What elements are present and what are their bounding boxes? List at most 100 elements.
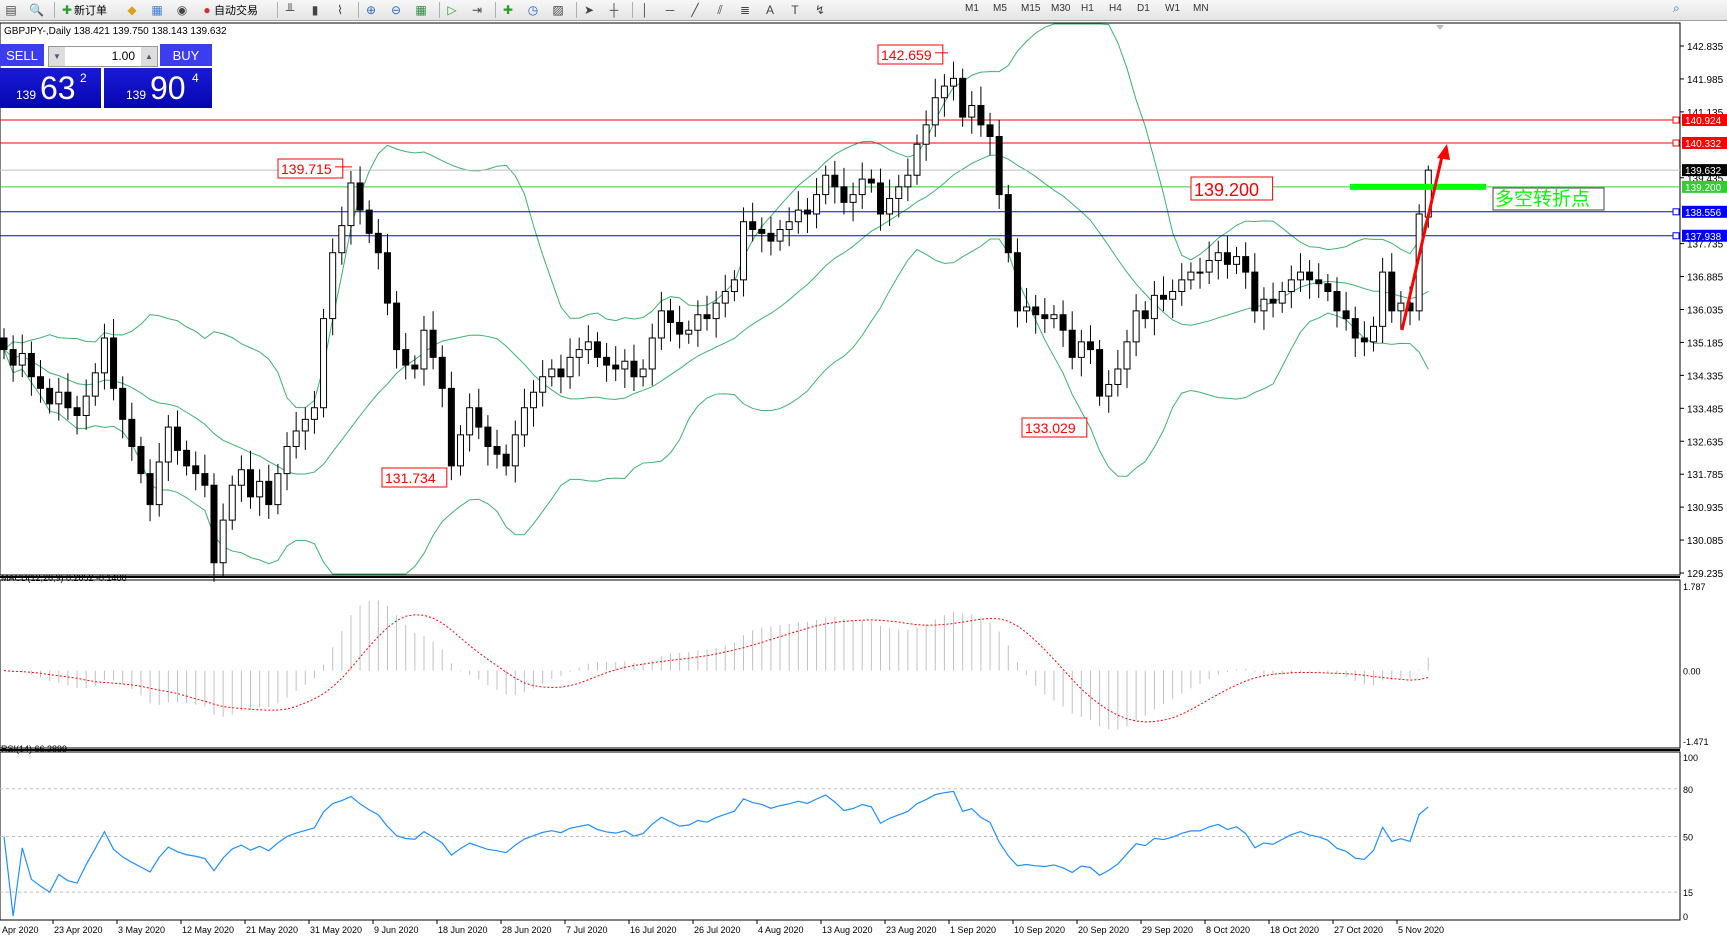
- lot-size-input[interactable]: ▼ 1.00 ▲: [48, 46, 158, 67]
- crosshair-button[interactable]: ┼: [607, 2, 621, 18]
- bollinger-lower-line: [3, 238, 1429, 575]
- zoom-in-button[interactable]: ⊕: [364, 2, 378, 18]
- timeframe-w1[interactable]: W1: [1165, 3, 1180, 14]
- timeframe-h4[interactable]: H4: [1109, 3, 1122, 14]
- buy-button[interactable]: BUY: [160, 44, 212, 66]
- fibonacci-button[interactable]: ≣: [738, 2, 752, 18]
- candle-bull: [712, 302, 720, 320]
- candle-bull: [895, 186, 903, 199]
- chart-canvas[interactable]: 142.835 141.985 141.135 139.435 137.735 136.8…: [0, 22, 1727, 941]
- sell-price[interactable]: 139 63 2: [0, 68, 101, 108]
- zoom-out-button[interactable]: ⊖: [389, 2, 403, 18]
- candle-bull: [539, 376, 547, 393]
- candle-bear: [977, 104, 985, 126]
- price-label-bg: [1682, 229, 1727, 242]
- market-button[interactable]: ◆: [125, 2, 139, 18]
- search-icon[interactable]: ⌕: [1673, 1, 1680, 15]
- candle-bear: [374, 232, 382, 254]
- price-label: 139.632: [1685, 166, 1722, 177]
- cursor-button[interactable]: ➤: [582, 2, 596, 18]
- vertical-line-button[interactable]: │: [638, 2, 652, 18]
- date-label: 18 Oct 2020: [1270, 925, 1319, 935]
- candle-bull: [1132, 310, 1140, 343]
- chart-window-button[interactable]: ▤: [4, 2, 18, 18]
- text-label-button[interactable]: T: [788, 2, 802, 18]
- trendline-button[interactable]: ╱: [688, 2, 702, 18]
- candle-bull: [1077, 341, 1085, 358]
- candle-bear: [1342, 310, 1350, 320]
- candle-bear: [1041, 314, 1049, 320]
- candlestick-icon: ▮: [311, 3, 319, 17]
- price-tick-label: 141.985: [1687, 75, 1724, 86]
- equidistant-channel-button[interactable]: ⫽: [713, 2, 727, 18]
- autotrading-button[interactable]: ● 自动交易: [200, 2, 258, 18]
- candle-bull: [639, 368, 647, 378]
- timeframe-d1[interactable]: D1: [1137, 3, 1150, 14]
- annotation-low-1: 131.734: [385, 470, 436, 486]
- indicators-button[interactable]: ✚: [501, 2, 515, 18]
- autoscroll-button[interactable]: ▷: [445, 2, 459, 18]
- terminal-button[interactable]: ▦: [150, 2, 164, 18]
- timeframe-m30[interactable]: M30: [1051, 3, 1071, 14]
- annotation-pivot-value-box: [1190, 176, 1274, 201]
- candlestick-button[interactable]: ▮: [308, 2, 322, 18]
- macd-pane-frame: [0, 579, 1681, 749]
- candle-bull: [1287, 279, 1295, 292]
- rsi-pane-frame: [0, 751, 1681, 921]
- candle-bear: [438, 356, 446, 389]
- rsi-axis-label: 50: [1683, 833, 1693, 843]
- macd-axis-label: 0.00: [1683, 667, 1701, 677]
- candle-bear: [1360, 337, 1368, 343]
- date-label: 8 Oct 2020: [1206, 925, 1250, 935]
- timeframe-m1[interactable]: M1: [965, 3, 979, 14]
- lot-value: 1.00: [111, 49, 135, 63]
- chart-header: GBPJPY-,Daily 138.421 139.750 138.143 13…: [4, 26, 227, 37]
- lot-increase-button[interactable]: ▲: [141, 47, 157, 66]
- price-tick-label: 130.935: [1687, 503, 1724, 514]
- pivot-zone-bar: [1350, 183, 1486, 190]
- timeframe-h1[interactable]: H1: [1081, 3, 1094, 14]
- autotrading-icon: ●: [203, 3, 211, 17]
- templates-button[interactable]: ▨: [551, 2, 565, 18]
- tile-windows-icon: ▦: [415, 3, 427, 17]
- lot-decrease-button[interactable]: ▼: [49, 47, 65, 66]
- tile-windows-button[interactable]: ▦: [414, 2, 428, 18]
- annotation-high: 142.659: [881, 47, 932, 63]
- timeframe-mn[interactable]: MN: [1193, 3, 1209, 14]
- main-pane-frame: [0, 22, 1681, 576]
- line-chart-button[interactable]: ⌇: [333, 2, 347, 18]
- price-tick-label: 136.885: [1687, 273, 1724, 284]
- sell-price-big-figure: 139: [16, 88, 37, 102]
- chart-shift-button[interactable]: ⇥: [470, 2, 484, 18]
- annotation-low-2-box: [1021, 417, 1088, 438]
- signal-button[interactable]: ◉: [175, 2, 189, 18]
- candle-bull: [904, 174, 912, 188]
- candle-bull: [1233, 256, 1241, 265]
- chart-window[interactable]: 142.835 141.985 141.135 139.435 137.735 136.8…: [0, 22, 1727, 941]
- candle-bear: [484, 426, 492, 447]
- buy-price[interactable]: 139 90 4: [104, 68, 212, 108]
- candle-bear: [1315, 279, 1323, 285]
- templates-icon: ▨: [552, 3, 564, 17]
- candle-bull: [794, 209, 802, 223]
- bar-chart-button[interactable]: ╨: [283, 2, 297, 18]
- candle-bear: [749, 221, 757, 230]
- zoom-view-button[interactable]: 🔍: [29, 2, 44, 18]
- horizontal-line-button[interactable]: ─: [663, 2, 677, 18]
- date-label: 31 May 2020: [310, 925, 362, 935]
- price-tick-label: 131.785: [1687, 470, 1724, 481]
- periods-button[interactable]: ◷: [526, 2, 540, 18]
- arrows-button[interactable]: ↯: [813, 2, 827, 18]
- new-order-icon: ✚: [61, 3, 73, 17]
- timeframe-m15[interactable]: M15: [1021, 3, 1041, 14]
- candle-bear: [383, 252, 391, 304]
- timeframe-m5[interactable]: M5: [993, 3, 1007, 14]
- candle-bull: [1214, 252, 1222, 261]
- text-button[interactable]: A: [763, 2, 777, 18]
- sell-button[interactable]: SELL: [0, 44, 44, 66]
- new-order-button[interactable]: ✚ 新订单: [60, 2, 107, 18]
- bollinger-upper-line: [3, 23, 1429, 409]
- candle-bull: [968, 104, 976, 118]
- candle-bear: [27, 352, 35, 378]
- candle-bull: [931, 97, 939, 126]
